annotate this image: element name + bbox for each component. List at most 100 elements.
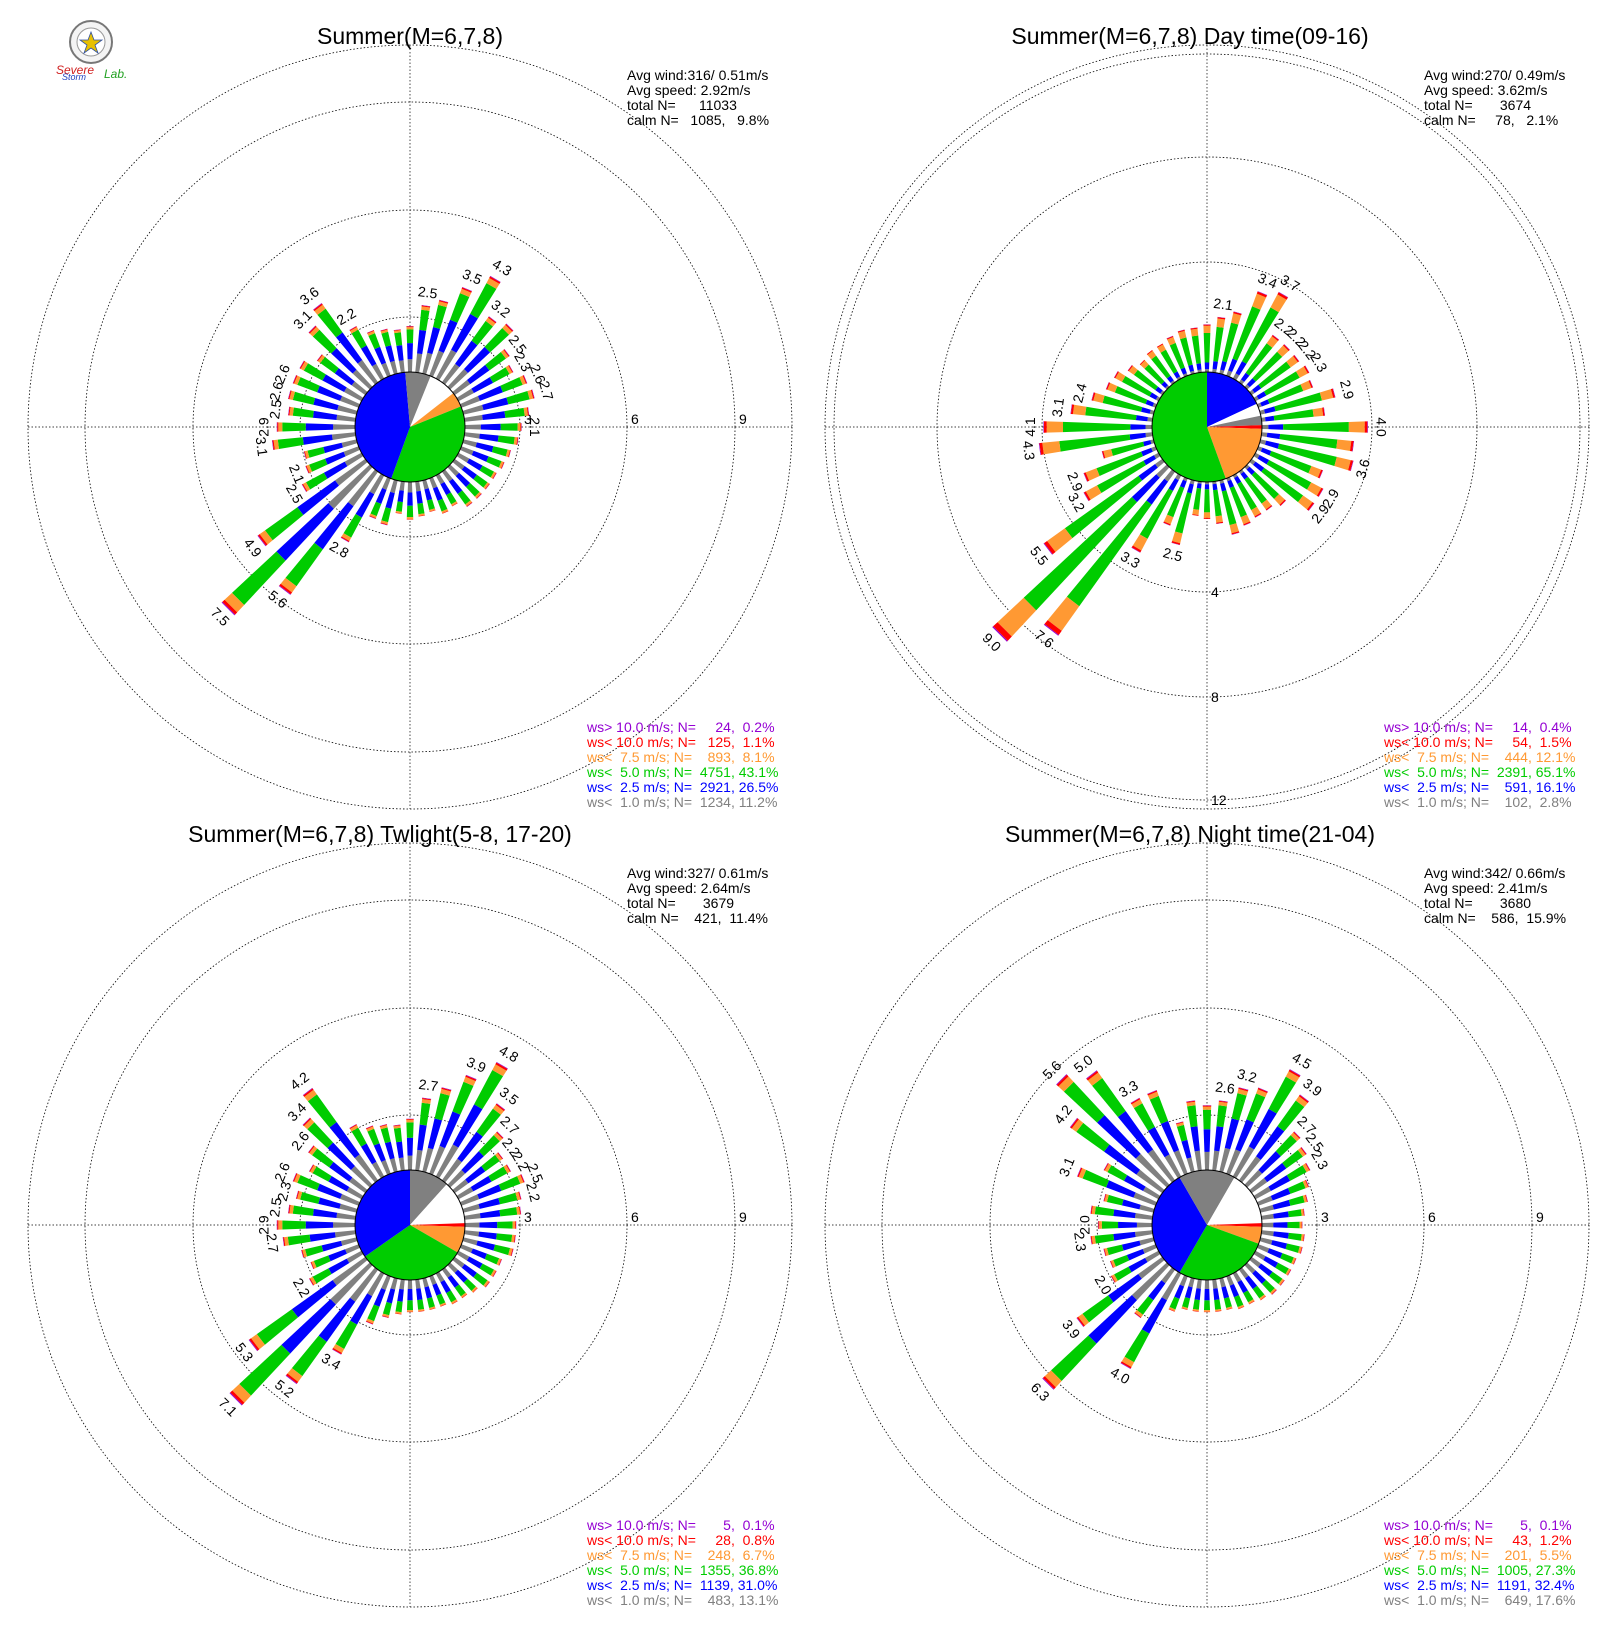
bar-segment <box>496 1233 513 1242</box>
calm-pie-slice <box>391 406 465 482</box>
bar-segment <box>1246 466 1255 475</box>
bar-segment <box>1103 1248 1106 1257</box>
bar-segment <box>415 481 421 492</box>
bar-segment <box>1059 434 1131 452</box>
bar-segment <box>1058 1076 1074 1092</box>
bar-segment <box>1044 620 1062 635</box>
bar-segment <box>487 316 497 324</box>
bar-segment <box>320 356 339 374</box>
bar-segment <box>329 1161 353 1182</box>
bar-segment <box>441 363 460 385</box>
wind-bar <box>1069 1117 1165 1194</box>
bar-segment <box>312 410 338 420</box>
bar-segment <box>310 1164 317 1174</box>
bar-segment <box>366 329 374 333</box>
bar-segment <box>1161 1271 1182 1301</box>
bar-segment <box>1252 384 1262 394</box>
wind-bar <box>1212 1100 1228 1171</box>
calm-pie-slice <box>410 1170 447 1225</box>
bar-segment <box>1168 478 1179 492</box>
bar-segment <box>343 446 360 457</box>
bar-label: 3.9 <box>1300 1075 1325 1100</box>
bar-segment <box>1367 421 1368 433</box>
bar-segment <box>303 363 326 381</box>
bar-segment <box>292 391 316 405</box>
bar-segment <box>422 1098 432 1101</box>
bar-segment <box>1131 545 1142 553</box>
bar-segment <box>398 1157 405 1171</box>
wind-bar <box>1226 291 1268 377</box>
bar-segment <box>286 1373 299 1384</box>
bar-segment <box>432 1283 442 1296</box>
bar-segment <box>448 478 463 494</box>
bar-segment <box>406 329 414 344</box>
wind-bar <box>462 389 535 415</box>
bar-segment <box>1285 1243 1300 1253</box>
wind-bar <box>393 329 405 373</box>
bar-segment <box>336 414 356 422</box>
bar-segment <box>1249 389 1255 396</box>
wind-bar <box>292 375 360 408</box>
bar-segment <box>1252 293 1267 310</box>
bar-segment <box>1148 1280 1166 1301</box>
bar-segment <box>1223 1297 1232 1308</box>
wind-bar <box>464 432 519 446</box>
bar-segment <box>1283 344 1290 351</box>
bar-segment <box>1130 1097 1140 1104</box>
wind-bar <box>460 375 528 408</box>
bar-segment <box>1278 291 1289 298</box>
wind-bar <box>422 299 449 375</box>
bar-segment <box>1286 356 1298 368</box>
wind-bar <box>1259 1237 1303 1254</box>
wind-bar <box>276 1220 356 1230</box>
calm-pie-slice <box>1207 372 1257 427</box>
bar-segment <box>308 1278 314 1286</box>
bar-segment <box>1261 417 1266 422</box>
bar-segment <box>1121 1240 1141 1251</box>
stat-line: Avg speed: 3.62m/s <box>1424 82 1547 98</box>
bar-segment <box>1232 373 1240 381</box>
bar-label: 2.7 <box>263 1232 281 1254</box>
wind-bar <box>1253 365 1310 402</box>
bar-segment <box>498 1259 502 1266</box>
bar-segment <box>1204 481 1210 485</box>
ring-label: 9 <box>1536 1209 1544 1225</box>
bar-segment <box>1274 392 1323 412</box>
wind-bar <box>1203 481 1211 519</box>
bar-segment <box>467 364 490 385</box>
legend-entry: ws< 1.0 m/s; N= 102, 2.8% <box>1383 794 1572 810</box>
bar-segment <box>334 368 355 386</box>
bar-segment <box>516 1206 521 1215</box>
legend-entry: ws< 10.0 m/s; N= 43, 1.2% <box>1383 1532 1572 1548</box>
bar-segment <box>1260 399 1270 407</box>
bar-segment <box>1047 528 1073 552</box>
bar-segment <box>308 325 317 334</box>
bar-segment <box>380 328 388 332</box>
wind-bar <box>308 1145 368 1194</box>
bar-segment <box>1203 324 1211 326</box>
bar-segment <box>478 1135 500 1157</box>
bar-segment <box>335 458 368 486</box>
bar-segment <box>285 542 323 587</box>
wind-bar <box>1261 1221 1303 1229</box>
bar-segment <box>1312 407 1324 417</box>
calm-pie-slice <box>410 376 454 427</box>
bar-segment <box>1285 1071 1300 1083</box>
bar-segment <box>1271 1289 1277 1295</box>
bar-segment <box>1248 1108 1277 1150</box>
bar-segment <box>1103 1248 1107 1257</box>
wind-bar <box>1212 1279 1222 1312</box>
bar-segment <box>1138 463 1158 481</box>
bar-segment <box>1226 1275 1234 1286</box>
bar-segment <box>471 450 489 462</box>
bar-segment <box>1110 1260 1114 1268</box>
bar-segment <box>1231 532 1240 535</box>
bar-segment <box>511 1248 514 1257</box>
bar-segment <box>302 434 333 445</box>
bar-segment <box>452 1081 474 1115</box>
bar-segment <box>304 1089 317 1102</box>
bar-segment <box>1265 415 1275 422</box>
bar-segment <box>464 432 480 439</box>
bar-segment <box>352 369 373 390</box>
bar-segment <box>497 1221 513 1229</box>
